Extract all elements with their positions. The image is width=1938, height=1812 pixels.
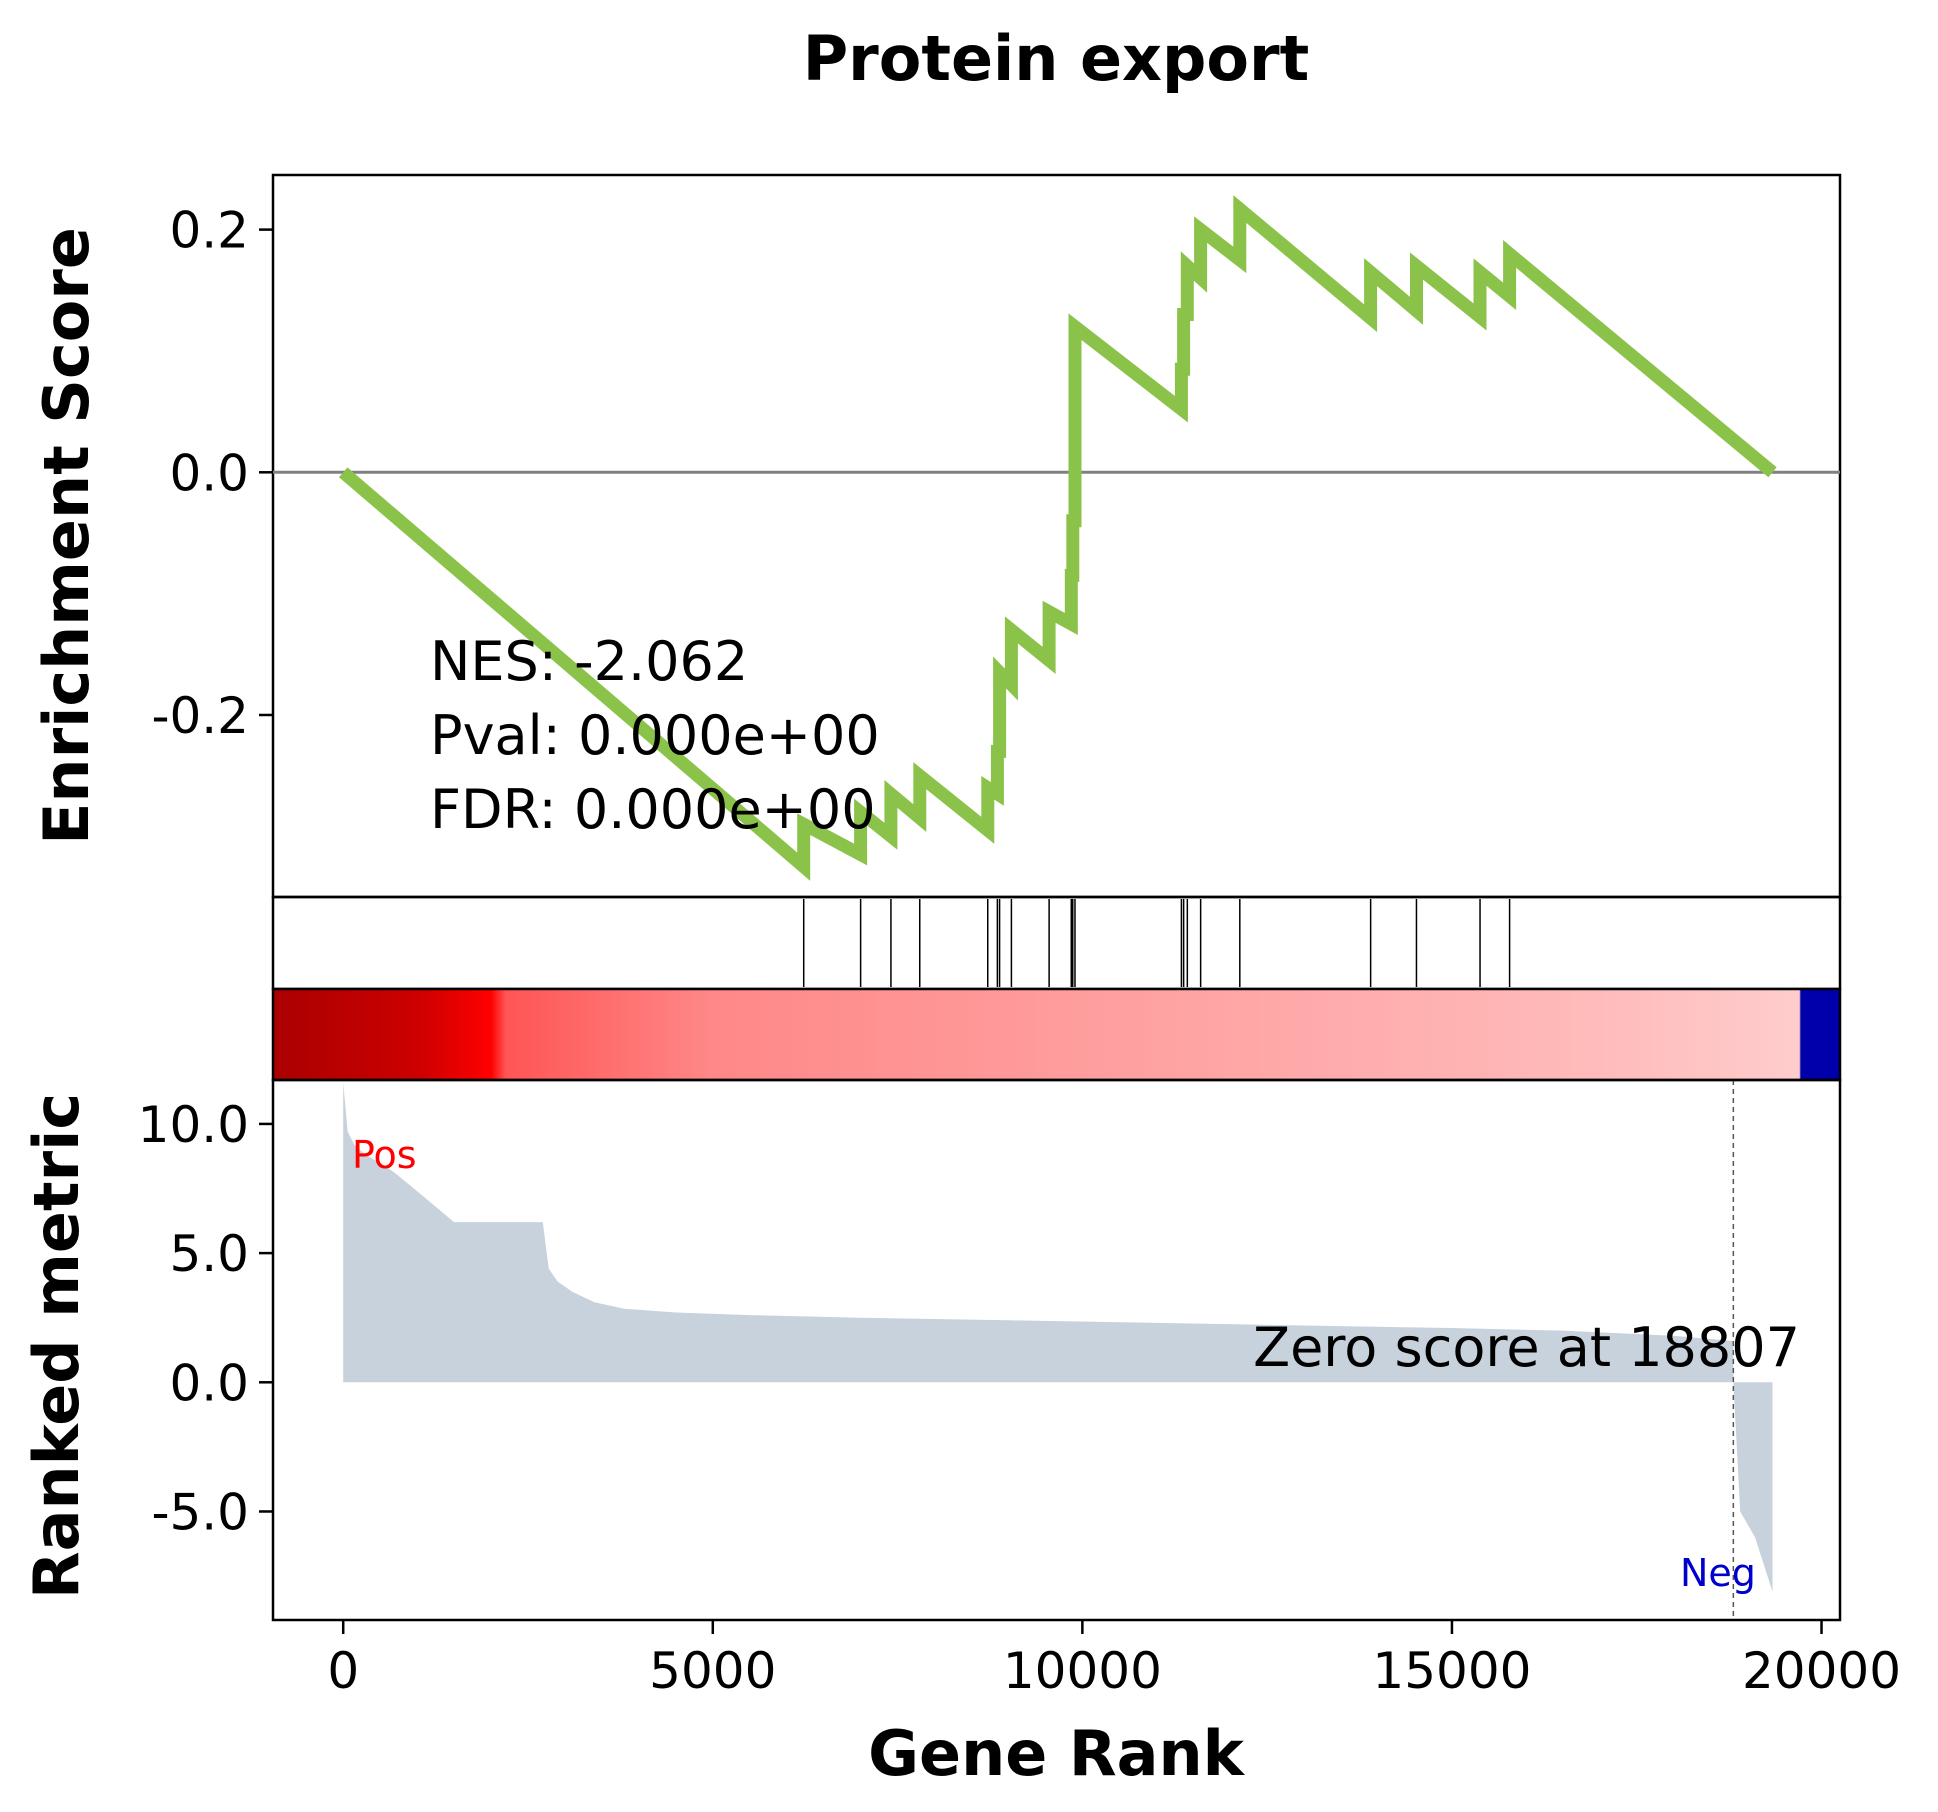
x-tick-label: 5000	[649, 1642, 776, 1700]
chart-title: Protein export	[803, 22, 1310, 95]
x-axis-ticks: 0 5000 10000 15000 20000	[327, 1620, 1901, 1700]
pval-stat: Pval: 0.000e+00	[430, 704, 880, 767]
ranked-panel-frame	[271, 1078, 1842, 1622]
pos-label: Pos	[352, 1133, 417, 1177]
hit-lines	[802, 899, 1511, 987]
hits-panel	[271, 895, 1842, 991]
x-tick-label: 0	[327, 1642, 359, 1700]
ranked-y-tick-label: 0.0	[169, 1354, 249, 1412]
es-curve	[338, 195, 1777, 881]
ranked-y-tick-label: 10.0	[138, 1096, 249, 1154]
fdr-stat: FDR: 0.000e+00	[430, 778, 876, 841]
x-axis-label: Gene Rank	[868, 1717, 1245, 1790]
x-tick-label: 20000	[1742, 1642, 1901, 1700]
x-tick-label: 15000	[1372, 1642, 1531, 1700]
neg-label: Neg	[1680, 1551, 1756, 1595]
rank-heatmap	[271, 987, 1842, 1082]
zero-score-label: Zero score at 18807	[1253, 1316, 1800, 1379]
ranked-y-tick-label: -5.0	[151, 1483, 249, 1541]
ranked-metric-area	[343, 1082, 1773, 1592]
es-y-tick-label: 0.0	[169, 444, 249, 502]
ranked-y-tick-label: 5.0	[169, 1225, 249, 1283]
es-y-tick-label: -0.2	[151, 687, 249, 745]
nes-stat: NES: -2.062	[430, 630, 748, 693]
hits-panel-frame	[271, 895, 1842, 991]
es-y-axis-label: Enrichment Score	[30, 227, 103, 845]
x-tick-label: 10000	[1003, 1642, 1162, 1700]
ranked-y-axis-label: Ranked metric	[20, 1093, 93, 1599]
enrichment-score-panel: 0.2 0.0 -0.2 NES: -2.062 Pval: 0.000e+00 F…	[151, 173, 1842, 899]
ranked-metric-panel: 10.0 5.0 0.0 -5.0 Pos Neg Zero score at 188…	[138, 1078, 1842, 1622]
es-y-tick-label: 0.2	[169, 202, 249, 260]
ranked-y-ticks: 10.0 5.0 0.0 -5.0	[138, 1096, 273, 1541]
es-y-ticks: 0.2 0.0 -0.2	[151, 202, 273, 745]
rank-heatmap-bar	[273, 989, 1840, 1080]
